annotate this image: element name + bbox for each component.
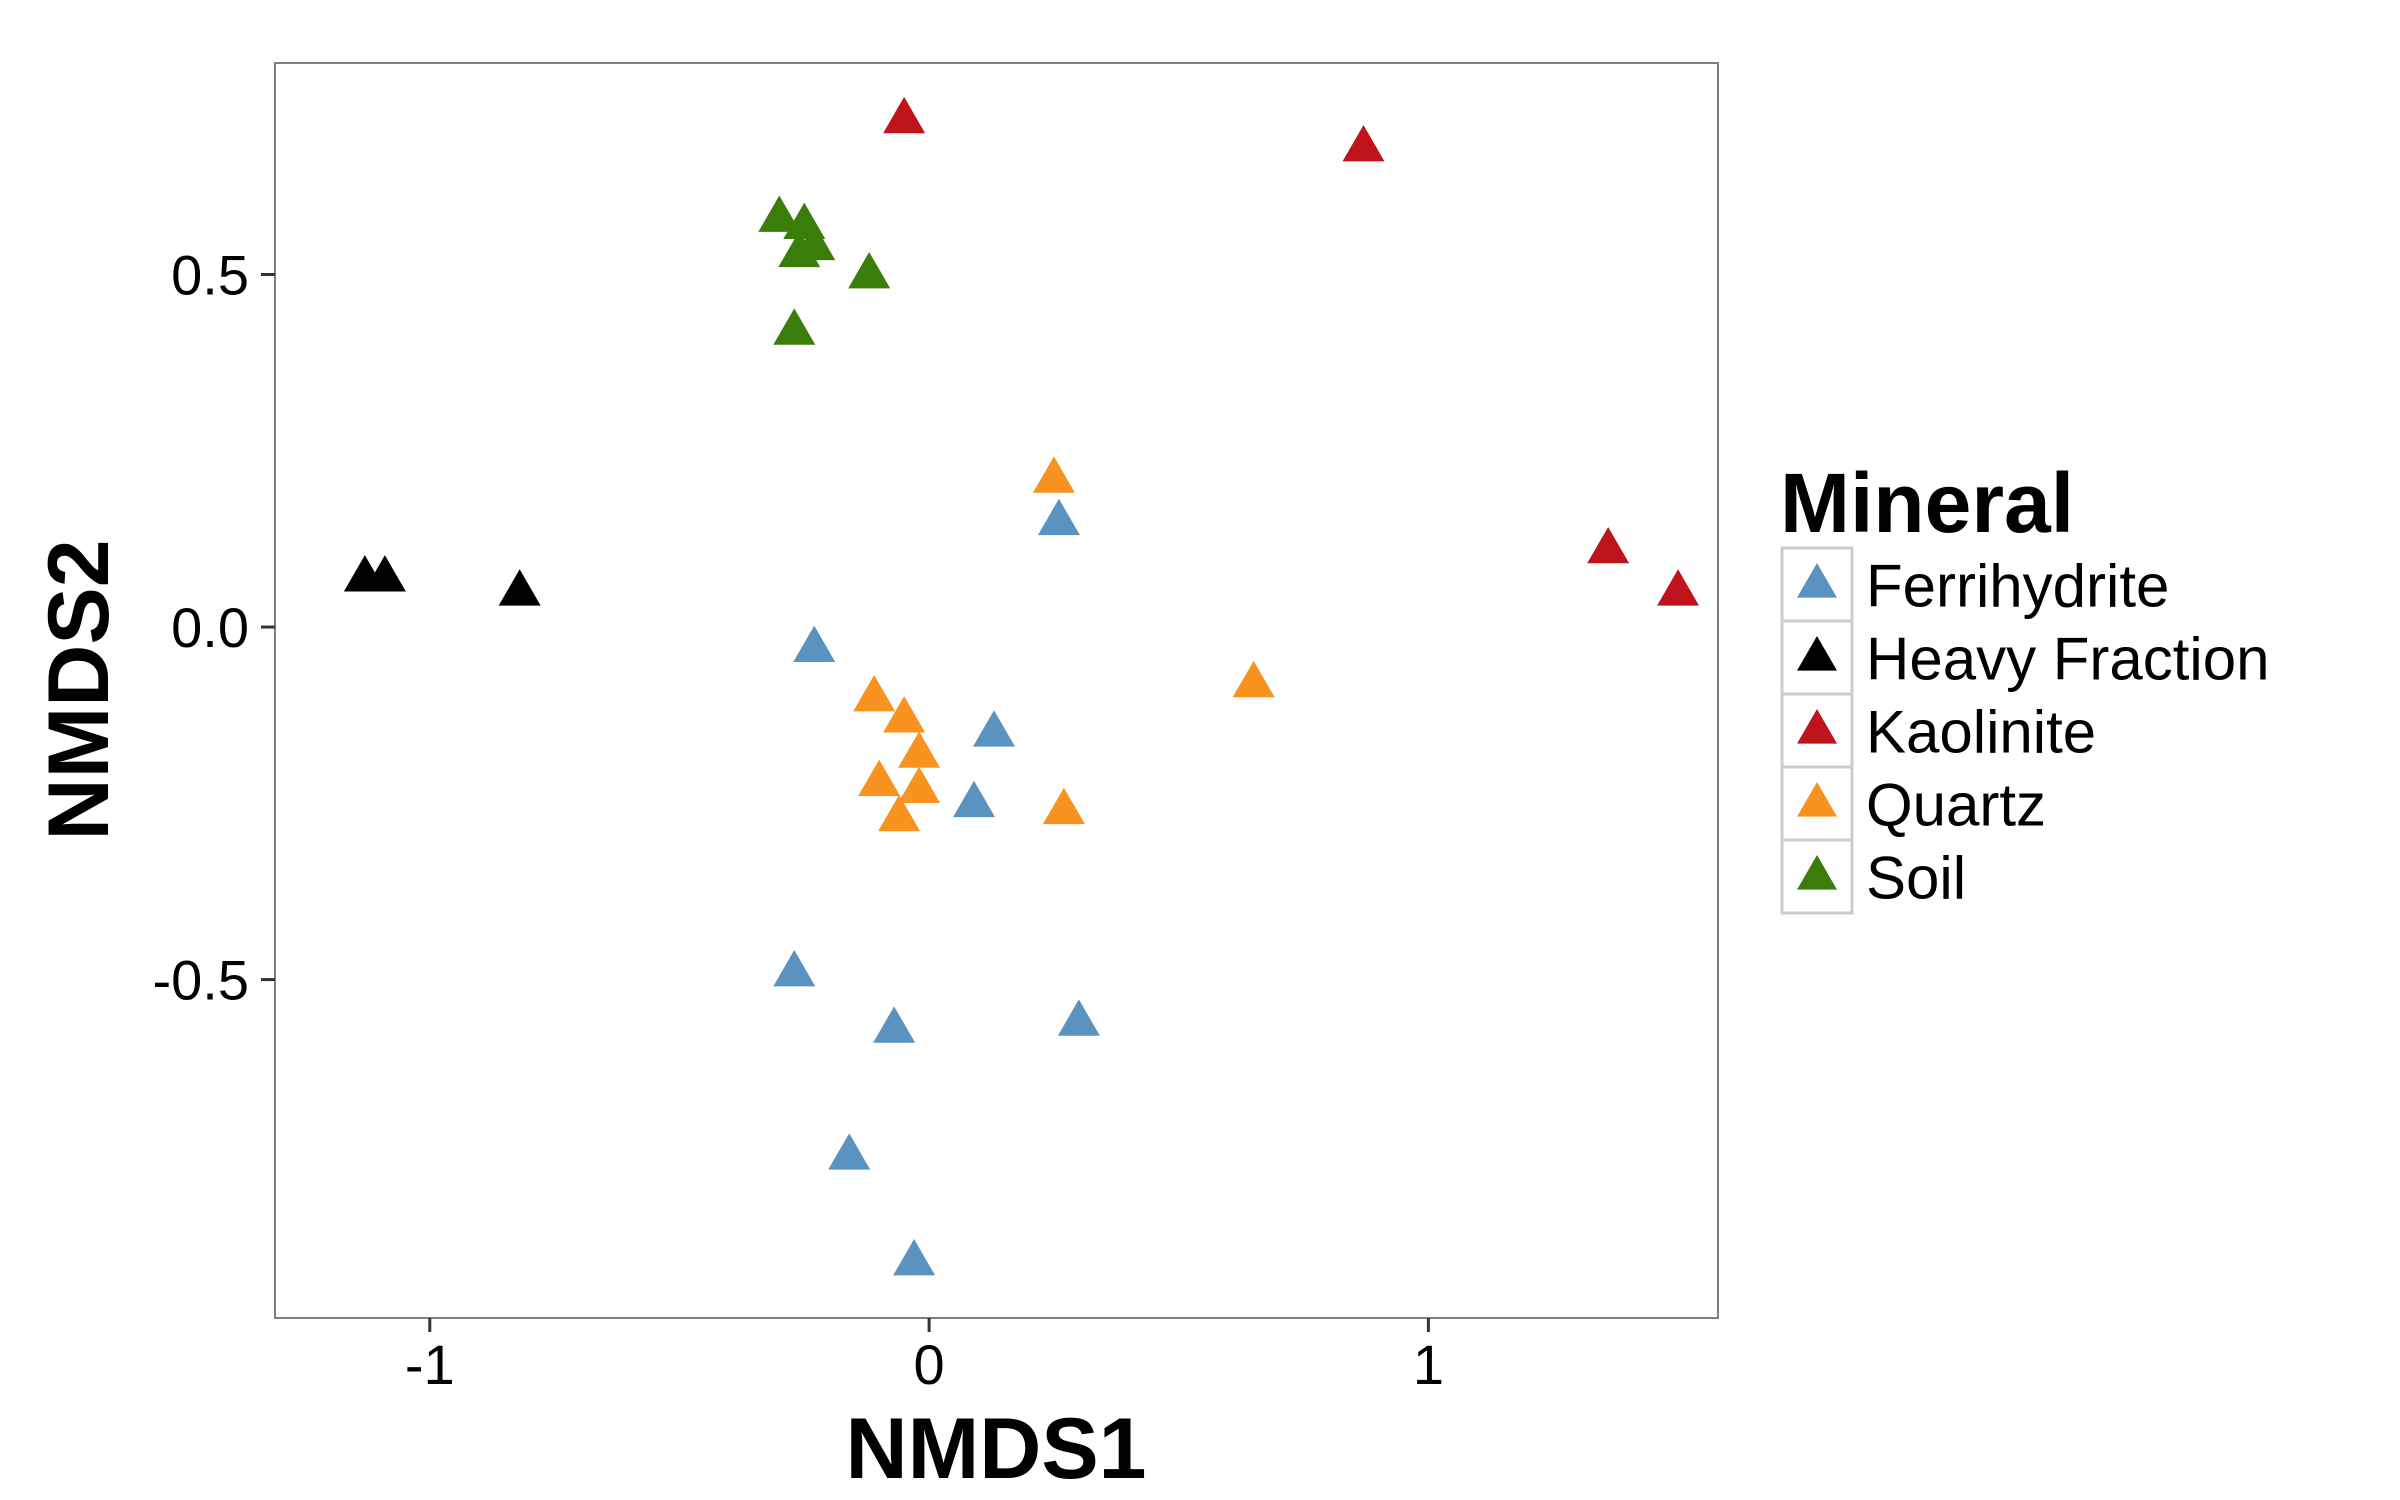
point-quartz [1042, 787, 1085, 825]
point-quartz [1032, 456, 1075, 493]
legend-label-ferrihydrite: Ferrihydrite [1866, 553, 2169, 620]
y-tick-label: 0.0 [171, 596, 249, 659]
legend-label-quartz: Quartz [1866, 772, 2046, 839]
point-ferrihydrite [793, 625, 836, 663]
legend-marker-soil [1797, 855, 1837, 890]
point-ferrihydrite [893, 1239, 936, 1276]
point-ferrihydrite [1057, 999, 1100, 1036]
point-kaolinite [883, 96, 926, 134]
point-quartz [858, 759, 901, 796]
point-quartz [898, 766, 941, 804]
point-quartz [883, 696, 926, 733]
point-ferrihydrite [953, 780, 996, 818]
point-ferrihydrite [1037, 498, 1080, 536]
legend-label-soil: Soil [1866, 845, 1966, 912]
axes: -1 0 1 0.5 0.0 -0.5 [153, 244, 1444, 1396]
y-tick-label: -0.5 [153, 949, 250, 1012]
point-soil [773, 308, 816, 345]
point-ferrihydrite [773, 949, 816, 987]
point-kaolinite [1587, 526, 1630, 564]
legend-marker-ferrihydrite [1797, 563, 1837, 598]
legend-marker-quartz [1797, 782, 1837, 817]
legend-label-heavy-fraction: Heavy Fraction [1866, 626, 2269, 693]
legend-marker-heavy-fraction [1797, 636, 1837, 671]
x-tick-label: -1 [405, 1333, 455, 1396]
plot-panel [274, 62, 1719, 1319]
data-points [343, 96, 1700, 1276]
legend-title: Mineral [1780, 456, 2074, 550]
point-soil [758, 195, 801, 232]
legend-label-kaolinite: Kaolinite [1866, 699, 2096, 766]
point-ferrihydrite [973, 710, 1016, 747]
point-heavy-fraction [498, 569, 541, 606]
point-heavy-fraction [363, 555, 406, 592]
point-quartz [898, 731, 941, 768]
point-quartz [853, 674, 896, 712]
point-kaolinite [1342, 125, 1385, 162]
point-quartz [1232, 660, 1275, 698]
point-quartz [878, 794, 921, 832]
x-tick-label: 0 [914, 1333, 945, 1396]
x-axis-title: NMDS1 [845, 1401, 1146, 1497]
point-soil [778, 230, 821, 268]
legend-marker-kaolinite [1797, 709, 1837, 744]
point-kaolinite [1657, 569, 1700, 606]
point-ferrihydrite [828, 1133, 871, 1170]
y-axis-title: NMDS2 [31, 539, 127, 840]
y-tick-label: 0.5 [171, 244, 249, 307]
point-soil [848, 251, 891, 289]
point-ferrihydrite [873, 1006, 916, 1043]
x-tick-label: 1 [1413, 1333, 1444, 1396]
